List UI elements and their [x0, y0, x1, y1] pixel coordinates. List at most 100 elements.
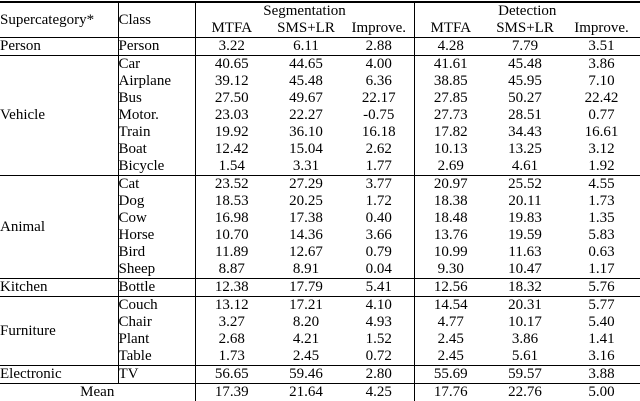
detection-value-cell: 16.61	[584, 124, 619, 140]
class-cell: Person	[118, 37, 196, 56]
detection-value-cell: 4.77	[437, 314, 464, 330]
detection-value-cell: 2.69	[414, 158, 488, 176]
segmentation-value-cell: 27.50	[214, 90, 249, 106]
segmentation-value-cell: 8.87	[195, 261, 268, 279]
detection-value-cell: 50.27	[508, 90, 542, 106]
segmentation-value-cell: 3.77	[344, 175, 415, 193]
detection-value-cell: 10.47	[487, 261, 564, 279]
detection-value-cell: 45.95	[508, 73, 542, 89]
detection-value-cell: 22.42	[584, 90, 619, 106]
segmentation-value-cell: 10.70	[214, 227, 249, 243]
detection-value-cell: 34.43	[508, 124, 542, 140]
detection-value-cell: 20.97	[433, 176, 468, 192]
supercategory-cell: Furniture	[0, 296, 119, 366]
detection-value-cell: 10.13	[433, 141, 468, 157]
table-row: Cow 16.98 17.38 0.40 18.48 19.83 1.35	[0, 210, 640, 227]
detection-value-cell: 4.55	[588, 176, 615, 192]
table-row: Sheep 8.87 8.91 0.04 9.30 10.47 1.17	[0, 261, 640, 279]
table-row: Vehicle Car 40.65 44.65 4.00 41.61 45.48 3.86	[0, 55, 640, 176]
segmentation-value-cell: 8.20	[292, 314, 320, 330]
detection-value-cell: 1.35	[588, 210, 615, 226]
segmentation-value-cell: 27.29	[289, 176, 323, 192]
segmentation-value-cell: 17.38	[289, 210, 323, 226]
detection-value-cell: 19.83	[508, 210, 542, 226]
segmentation-value-cell: 0.04	[344, 261, 415, 279]
segmentation-value-cell: 14.36	[289, 227, 323, 243]
detection-value-cell: 18.38	[433, 193, 468, 209]
segmentation-value-cell: 0.79	[344, 244, 415, 261]
detection-value-cell: 25.52	[508, 176, 542, 192]
col-header-supercategory: Supercategory*	[0, 2, 119, 38]
segmentation-value-cell: 22.17	[344, 90, 415, 107]
segmentation-value-cell: 12.67	[289, 244, 323, 260]
table-row: Bird 11.89 12.67 0.79 10.99 11.63 0.63	[0, 244, 640, 261]
detection-value-cell: 3.12	[588, 141, 615, 157]
detection-value-cell: 18.48	[433, 210, 468, 226]
table-row: Table 1.73 2.45 0.72 2.45 5.61 3.16	[0, 348, 640, 366]
segmentation-value-cell: 4.21	[292, 331, 320, 347]
segmentation-value-cell: 20.25	[289, 193, 323, 209]
segmentation-value-cell: 5.41	[344, 278, 415, 297]
class-cell: Car	[118, 55, 196, 73]
class-cell: Train	[118, 124, 196, 141]
class-cell: TV	[118, 365, 196, 384]
segmentation-value-cell: 2.45	[268, 348, 344, 366]
class-cell: Horse	[118, 227, 196, 244]
segmentation-value-cell: 11.89	[215, 244, 249, 260]
table-row: Furniture Couch 13.12 17.21 4.10 14.54 20.31 5.…	[0, 296, 640, 366]
segmentation-value-cell: 2.68	[218, 331, 245, 347]
segmentation-value-cell: 12.42	[214, 141, 249, 157]
detection-value-cell: 2.45	[414, 348, 488, 366]
detection-value-cell: 4.28	[414, 37, 488, 56]
col-header-class: Class	[118, 2, 196, 38]
segmentation-value-cell: 59.46	[268, 365, 344, 384]
detection-value-cell: 4.61	[487, 158, 564, 176]
detection-value-cell: 18.32	[487, 278, 564, 297]
segmentation-value-cell: 1.73	[195, 348, 268, 366]
table-row: Motor. 23.03 22.27 -0.75 27.73 28.51 0.77	[0, 107, 640, 124]
class-cell: Dog	[118, 193, 196, 210]
table-row: Train 19.92 36.10 16.18 17.82 34.43 16.61	[0, 124, 640, 141]
mean-row: Mean 17.39 21.64 4.25 17.76 22.76 5.00	[0, 383, 640, 401]
segmentation-value-cell: 8.91	[268, 261, 344, 279]
detection-value-cell: 12.56	[414, 278, 488, 297]
detection-value-cell: 27.73	[433, 107, 468, 123]
detection-value-cell: 9.30	[414, 261, 488, 279]
detection-value-cell: 55.69	[414, 365, 488, 384]
col-header-det-improve: Improve.	[563, 20, 640, 38]
segmentation-value-cell: 0.72	[344, 348, 415, 366]
col-header-det-smslr: SMS+LR	[487, 20, 564, 38]
mean-detection-value-cell: 22.76	[508, 384, 542, 400]
class-cell: Boat	[118, 141, 196, 158]
detection-value-cell: 2.45	[437, 331, 464, 347]
detection-value-cell: 5.77	[588, 297, 615, 313]
class-cell: Cow	[118, 210, 196, 227]
class-cell: Bottle	[118, 278, 196, 297]
detection-value-cell: 11.63	[508, 244, 542, 260]
segmentation-value-cell: 1.54	[195, 158, 268, 176]
col-header-seg-improve: Improve.	[344, 20, 415, 38]
detection-value-cell: 10.99	[433, 244, 468, 260]
detection-value-cell: 5.76	[563, 278, 640, 297]
detection-value-cell: 7.10	[588, 73, 615, 89]
col-header-seg-mtfa: MTFA	[195, 20, 268, 38]
detection-value-cell: 5.40	[588, 314, 615, 330]
segmentation-value-cell: 16.18	[344, 124, 415, 141]
detection-value-cell: 3.86	[588, 56, 615, 72]
class-cell: Bicycle	[118, 158, 196, 176]
segmentation-value-cell: 6.11	[268, 37, 344, 56]
detection-value-cell: 45.48	[508, 56, 542, 72]
supercategory-cell: Kitchen	[0, 278, 119, 297]
header-row-groups: Supercategory* Class Segmentation Detect…	[0, 2, 640, 38]
segmentation-value-cell: 23.03	[214, 107, 249, 123]
detection-value-cell: 3.51	[563, 37, 640, 56]
table-row: Horse 10.70 14.36 3.66 13.76 19.59 5.83	[0, 227, 640, 244]
detection-value-cell: 1.17	[563, 261, 640, 279]
mean-segmentation-value-cell: 17.39	[214, 384, 249, 400]
segmentation-value-cell: 22.27	[289, 107, 323, 123]
detection-value-cell: 1.73	[588, 193, 615, 209]
segmentation-value-cell: 18.53	[214, 193, 249, 209]
col-header-det-mtfa: MTFA	[414, 20, 488, 38]
class-cell: Bus	[118, 90, 196, 107]
